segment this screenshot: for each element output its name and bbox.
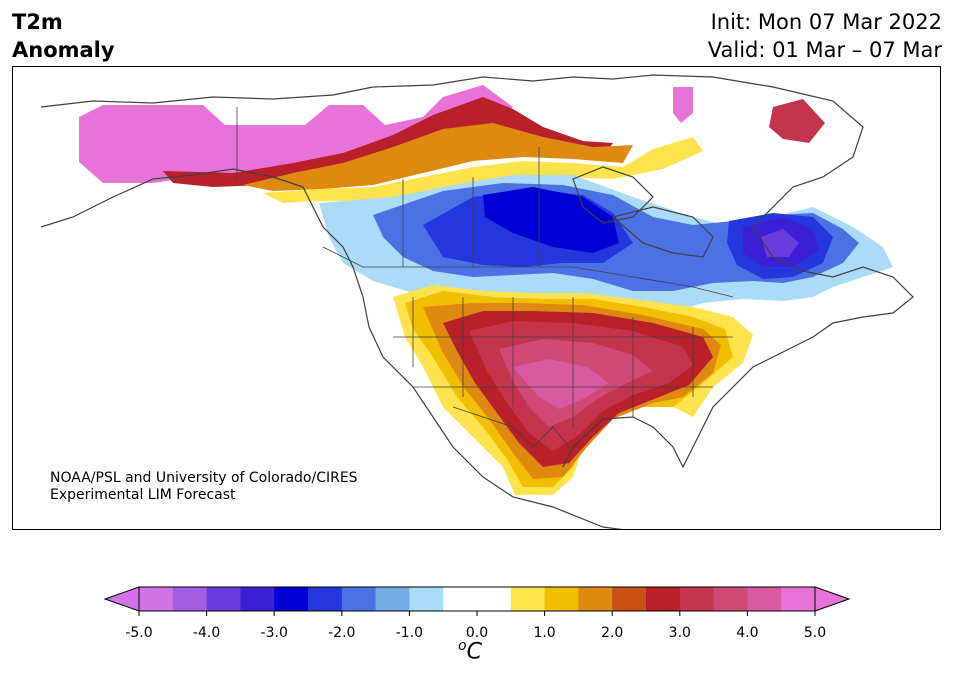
colorbar-tick-label: 1.0: [533, 625, 555, 641]
colorbar-bin: [240, 587, 275, 611]
coastlines: [40, 74, 914, 529]
credit-line-2: Experimental LIM Forecast: [50, 487, 236, 503]
anomaly-patch-arctic-pink: [79, 85, 513, 183]
anomaly-patch-cold-east-purple: [761, 229, 799, 257]
colorbar-bins: [139, 587, 816, 611]
colorbar-bin: [781, 587, 816, 611]
political-borders: [236, 107, 734, 448]
colorbar-tick-label: -5.0: [125, 625, 152, 641]
anomaly-patch-arctic-yellow: [263, 137, 703, 203]
anomaly-patch-arctic-red: [163, 97, 613, 187]
units-superscript: o: [458, 638, 467, 654]
credit-text: NOAA/PSL and University of Colorado/CIRE…: [50, 470, 358, 504]
colorbar-bin: [679, 587, 715, 611]
anomaly-patch-greenland-pink: [673, 87, 693, 123]
colorbar-units: oC: [458, 638, 482, 664]
colorbar-tick-label: 2.0: [601, 625, 623, 641]
colorbar-tick-label: -2.0: [328, 625, 355, 641]
colorbar-bin: [172, 587, 208, 611]
anomaly-map: NOAA/PSL and University of Colorado/CIRE…: [12, 66, 941, 530]
colorbar-bin: [308, 587, 343, 611]
colorbar-extend-high: [814, 586, 851, 612]
colorbar-bin: [510, 587, 546, 611]
colorbar-bin: [578, 587, 613, 611]
colorbar-bin: [409, 587, 444, 611]
colorbar-tick-label: -4.0: [193, 625, 220, 641]
colorbar-tick-label: 0.0: [466, 625, 488, 641]
valid-range: Valid: 01 Mar – 07 Mar: [707, 38, 942, 62]
title-line-variable: T2m: [12, 10, 63, 34]
colorbar-bin: [477, 587, 512, 611]
colorbar-bin: [646, 587, 681, 611]
colorbar-bin: [375, 587, 410, 611]
colorbar-tick-label: 5.0: [804, 625, 826, 641]
colorbar-ticks: -5.0 -4.0 -3.0 -2.0 -1.0 0.0 1.0 2.0 3.0 4.0 5.0: [125, 611, 826, 641]
anomaly-patch-greenland-red: [769, 99, 825, 143]
colorbar-bin: [139, 587, 174, 611]
colorbar-bin: [341, 587, 377, 611]
colorbar-tick-label: 3.0: [669, 625, 691, 641]
anomaly-patch-warm-pink: [513, 359, 609, 409]
colorbar-bin: [443, 587, 478, 611]
colorbar-bin: [747, 587, 782, 611]
colorbar-tick-label: 4.0: [736, 625, 758, 641]
chart-title: T2m Anomaly: [12, 8, 115, 64]
map-canvas: [40, 74, 914, 529]
title-line-anomaly: Anomaly: [12, 38, 115, 62]
credit-line-1: NOAA/PSL and University of Colorado/CIRE…: [50, 470, 358, 486]
colorbar-bin: [544, 587, 579, 611]
colorbar-tick-label: -1.0: [396, 625, 423, 641]
colorbar-bin: [206, 587, 241, 611]
colorbar-bin: [274, 587, 309, 611]
colorbar-bin: [612, 587, 647, 611]
anomaly-patch-arctic-orange: [243, 123, 633, 191]
colorbar-tick-label: -3.0: [261, 625, 288, 641]
anomaly-patch-cold-core: [483, 187, 619, 253]
units-base: C: [466, 639, 482, 665]
init-date: Init: Mon 07 Mar 2022: [710, 10, 942, 34]
colorbar-extend-low: [103, 586, 140, 612]
colorbar-bin: [713, 587, 748, 611]
forecast-dates: Init: Mon 07 Mar 2022 Valid: 01 Mar – 07…: [708, 8, 942, 64]
